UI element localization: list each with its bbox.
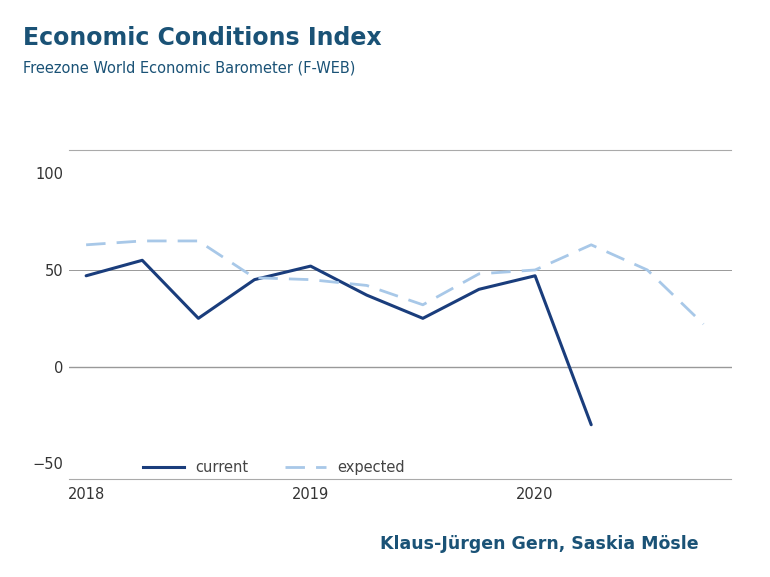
- Text: Economic Conditions Index: Economic Conditions Index: [23, 26, 382, 50]
- Legend: current, expected: current, expected: [142, 460, 405, 475]
- Text: F-WEB NOTE 2020Q2: F-WEB NOTE 2020Q2: [12, 560, 122, 571]
- Text: Source:: Source:: [12, 531, 57, 541]
- Text: Klaus-Jürgen Gern, Saskia Mösle: Klaus-Jürgen Gern, Saskia Mösle: [380, 535, 698, 553]
- Text: Free Zones World Economic Barometer,: Free Zones World Economic Barometer,: [48, 531, 257, 541]
- Text: Freezone World Economic Barometer (F-WEB): Freezone World Economic Barometer (F-WEB…: [23, 61, 356, 76]
